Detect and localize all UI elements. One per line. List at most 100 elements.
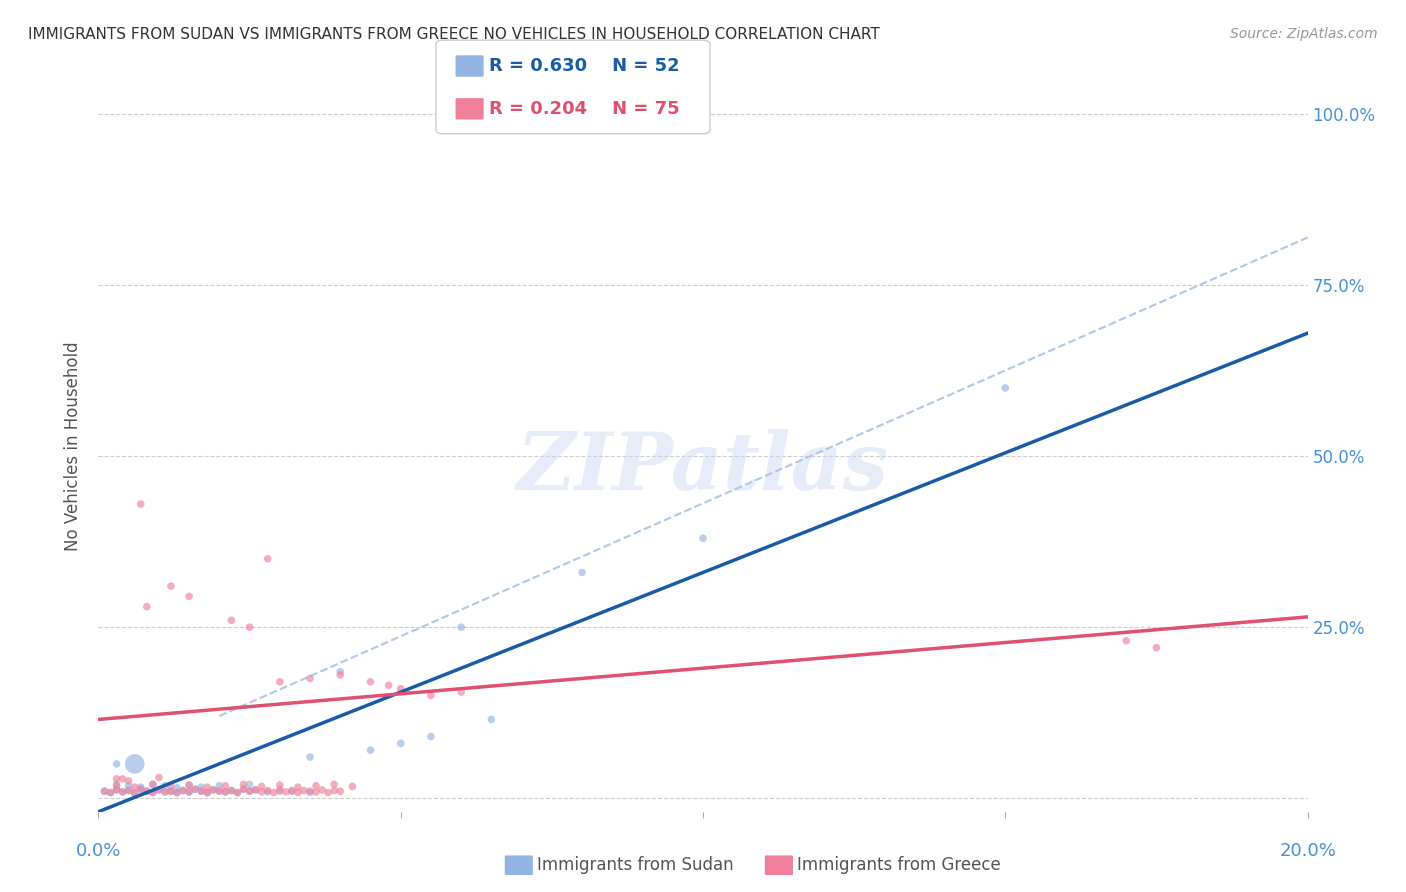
Point	[118, 783, 141, 797]
Point	[389, 681, 412, 696]
Point	[208, 784, 231, 798]
Point	[305, 785, 328, 799]
Point	[214, 779, 236, 793]
Point	[129, 782, 152, 797]
Point	[226, 786, 249, 800]
Point	[420, 730, 443, 744]
Point	[190, 784, 212, 798]
Point	[208, 784, 231, 798]
Point	[239, 777, 262, 791]
Point	[269, 784, 291, 798]
Point	[148, 782, 170, 797]
Point	[166, 786, 188, 800]
Point	[389, 736, 412, 750]
Point	[105, 782, 128, 797]
Point	[239, 784, 262, 798]
Point	[111, 785, 134, 799]
Point	[281, 784, 304, 798]
Point	[118, 779, 141, 793]
Point	[311, 782, 333, 797]
Text: 20.0%: 20.0%	[1279, 842, 1336, 860]
Point	[571, 566, 593, 580]
Point	[450, 685, 472, 699]
Point	[118, 783, 141, 797]
Point	[274, 785, 297, 799]
Point	[124, 756, 146, 771]
Point	[142, 777, 165, 791]
Point	[239, 620, 262, 634]
Point	[481, 713, 503, 727]
Point	[195, 786, 218, 800]
Point	[281, 783, 304, 797]
Point	[124, 786, 146, 800]
Point	[245, 782, 267, 797]
Point	[153, 785, 176, 799]
Point	[250, 780, 273, 794]
Point	[329, 665, 352, 679]
Point	[129, 782, 152, 797]
Point	[342, 780, 364, 794]
Point	[179, 785, 201, 799]
Point	[153, 785, 176, 799]
Point	[323, 777, 346, 791]
Point	[221, 783, 243, 797]
Point	[118, 774, 141, 789]
Point	[179, 778, 201, 792]
Point	[142, 786, 165, 800]
Point	[305, 779, 328, 793]
Point	[93, 784, 115, 798]
Point	[135, 784, 157, 798]
Point	[105, 777, 128, 791]
Point	[226, 786, 249, 800]
Point	[142, 786, 165, 800]
Point	[360, 743, 382, 757]
Point	[179, 785, 201, 799]
Point	[179, 778, 201, 792]
Point	[135, 784, 157, 798]
Point	[269, 782, 291, 797]
Point	[299, 786, 322, 800]
Point	[105, 756, 128, 771]
Text: R = 0.630    N = 52: R = 0.630 N = 52	[489, 57, 681, 75]
Point	[269, 778, 291, 792]
Point	[994, 381, 1017, 395]
Point	[329, 784, 352, 798]
Point	[160, 579, 183, 593]
Point	[1144, 640, 1167, 655]
Point	[263, 786, 285, 800]
Text: Immigrants from Greece: Immigrants from Greece	[797, 856, 1001, 874]
Point	[299, 672, 322, 686]
Point	[316, 786, 339, 800]
Point	[377, 678, 399, 692]
Point	[172, 783, 194, 797]
Point	[287, 786, 309, 800]
Point	[166, 780, 188, 795]
Text: IMMIGRANTS FROM SUDAN VS IMMIGRANTS FROM GREECE NO VEHICLES IN HOUSEHOLD CORRELA: IMMIGRANTS FROM SUDAN VS IMMIGRANTS FROM…	[28, 27, 880, 42]
Point	[420, 689, 443, 703]
Point	[184, 782, 207, 797]
Point	[105, 779, 128, 793]
Point	[232, 782, 254, 797]
Point	[256, 551, 278, 566]
Point	[124, 780, 146, 794]
Point	[692, 531, 714, 545]
Point	[269, 674, 291, 689]
Point	[195, 786, 218, 800]
Point	[232, 777, 254, 791]
Text: 0.0%: 0.0%	[76, 842, 121, 860]
Point	[360, 674, 382, 689]
Point	[160, 784, 183, 798]
Point	[190, 780, 212, 794]
Point	[179, 590, 201, 604]
Point	[202, 782, 225, 797]
Point	[105, 772, 128, 786]
Point	[160, 780, 183, 794]
Point	[195, 780, 218, 794]
Point	[111, 785, 134, 799]
Point	[287, 780, 309, 794]
Point	[93, 784, 115, 798]
Point	[232, 782, 254, 797]
Point	[299, 750, 322, 764]
Point	[135, 599, 157, 614]
Point	[100, 786, 122, 800]
